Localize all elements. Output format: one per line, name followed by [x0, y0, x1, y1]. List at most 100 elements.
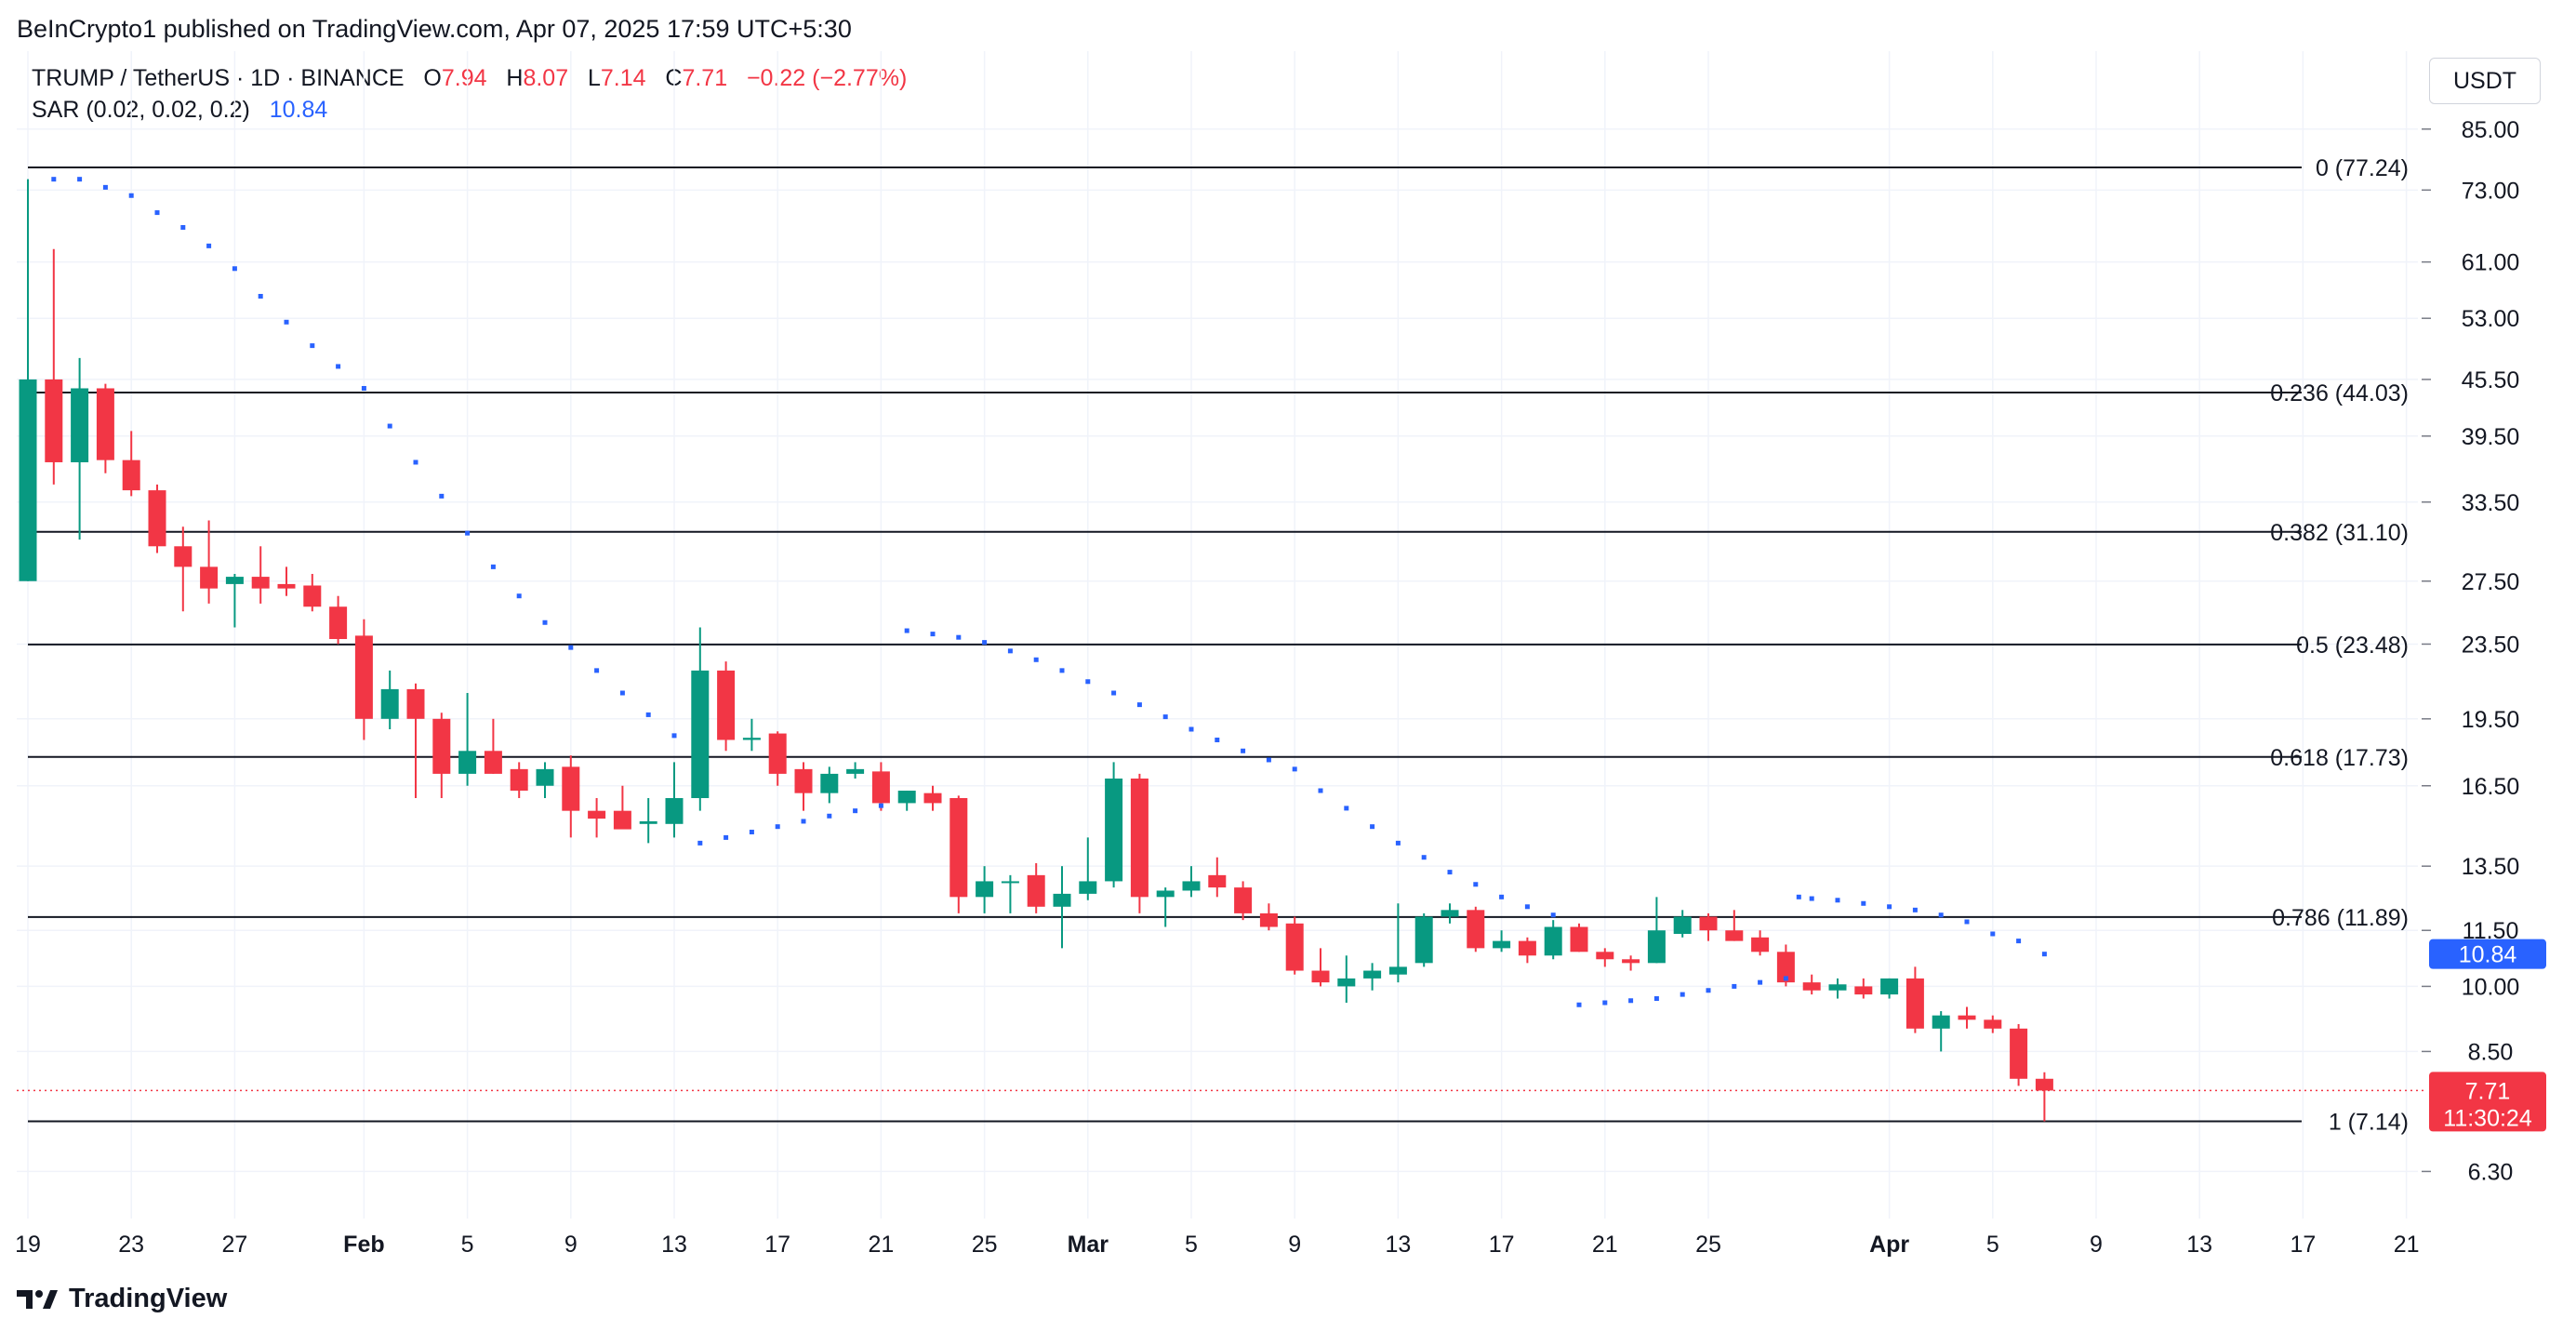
candle-body: [1311, 970, 1330, 983]
candle-body: [1105, 778, 1123, 882]
sar-dot: [310, 343, 315, 349]
candle-body: [225, 577, 244, 584]
candle-body: [1647, 930, 1666, 964]
sar-dot: [1680, 992, 1685, 997]
sar-dot: [1292, 766, 1297, 772]
candle-body: [380, 688, 399, 719]
candle-body: [1079, 881, 1097, 894]
high-value: 8.07: [523, 65, 569, 91]
candle-body: [277, 583, 296, 589]
x-axis-tick-label: 13: [2186, 1232, 2212, 1258]
tradingview-brand: TradingView: [69, 1284, 228, 1313]
candle-body: [432, 718, 451, 774]
candle-body: [1441, 910, 1459, 917]
candle-body: [1518, 940, 1536, 956]
x-axis-tick-label: 5: [461, 1232, 474, 1258]
sar-dot: [724, 834, 729, 840]
fib-level-label: 0.236 (44.03): [2270, 380, 2409, 406]
sar-dot: [154, 210, 160, 216]
candle-body: [1544, 926, 1562, 956]
y-axis-tick-label: 6.30: [2468, 1159, 2514, 1185]
sar-dot: [1550, 912, 1556, 918]
sar-dot: [1964, 919, 1970, 925]
candle-body: [691, 670, 710, 799]
candle-body: [536, 768, 554, 786]
candle-body: [820, 773, 839, 793]
axes: 85.00 73.00 61.00 53.00 45.50 39.50 33.50 27.50…: [15, 117, 2546, 1258]
fibonacci-levels: 0 (77.24) 0.236 (44.03) 0.382 (31.10) 0.5 (…: [28, 155, 2409, 1136]
sar-dot: [336, 364, 341, 369]
candle-body: [976, 881, 994, 898]
sar-dot: [904, 628, 910, 633]
low-value: 7.14: [600, 65, 646, 91]
sar-dot: [697, 840, 703, 846]
candle-body: [1699, 916, 1718, 931]
candle-body: [2010, 1028, 2028, 1079]
candle-body: [1182, 881, 1201, 891]
sar-dot: [671, 733, 677, 739]
candle-body: [329, 606, 348, 639]
candle-body: [1001, 881, 1019, 884]
sar-legend[interactable]: SAR (0.02, 0.02, 0.2) 10.84: [32, 97, 327, 124]
high-label: H: [506, 65, 524, 91]
sar-dot: [258, 293, 263, 299]
candle-body: [1570, 926, 1588, 952]
sar-dot: [413, 460, 418, 465]
candle-body: [1285, 923, 1304, 971]
sar-dot: [128, 193, 134, 198]
candle-body: [588, 810, 606, 819]
y-axis-tick-label: 16.50: [2462, 774, 2520, 800]
open-value: 7.94: [441, 65, 487, 91]
x-axis-tick-label: 9: [2090, 1232, 2103, 1258]
x-axis-tick-label: Apr: [1869, 1232, 1909, 1258]
sar-dot: [1215, 737, 1220, 742]
x-axis-tick-label: 21: [868, 1232, 894, 1258]
candle-body: [1259, 912, 1278, 927]
candle-body: [1854, 986, 1873, 995]
fib-level-label: 0.382 (31.10): [2270, 520, 2409, 546]
bar-countdown-label: 11:30:24: [2443, 1105, 2532, 1131]
candle-body: [846, 768, 865, 774]
sar-dot: [1111, 690, 1117, 696]
sar-dot: [51, 177, 57, 182]
candle-body: [1725, 930, 1744, 941]
sar-dots: [51, 177, 2047, 1007]
currency-button[interactable]: USDT: [2429, 58, 2541, 104]
sar-dot: [1835, 898, 1840, 903]
x-axis-tick-label: 19: [15, 1232, 41, 1258]
sar-dot: [1059, 668, 1065, 673]
candle-body: [484, 751, 502, 774]
sar-dot: [930, 632, 936, 637]
candle-body: [458, 751, 477, 774]
x-axis-tick-label: 27: [221, 1232, 247, 1258]
fib-level-label: 1 (7.14): [2329, 1110, 2409, 1136]
x-axis-tick-label: 21: [1592, 1232, 1618, 1258]
x-axis-tick-label: 21: [2394, 1232, 2420, 1258]
last-price-badge-label: 7.71: [2465, 1078, 2511, 1104]
symbol-name[interactable]: TRUMP / TetherUS · 1D · BINANCE: [32, 65, 405, 91]
candle-body: [1596, 952, 1614, 960]
candle-body: [1880, 978, 1899, 995]
sar-dot: [1861, 900, 1866, 906]
sar-price-badge: [2429, 939, 2546, 969]
candle-body: [1234, 887, 1253, 913]
x-axis-tick-label: 17: [2290, 1232, 2316, 1258]
y-axis-tick-label: 33.50: [2462, 490, 2520, 516]
low-label: L: [587, 65, 601, 91]
candle-body: [1932, 1015, 1950, 1029]
y-axis-tick-label: 10.00: [2462, 974, 2520, 1000]
y-axis-tick-label: 85.00: [2462, 117, 2520, 143]
candle-body: [794, 768, 813, 793]
sar-dot: [1758, 979, 1763, 985]
sar-dot: [956, 634, 962, 640]
sar-dot: [439, 493, 445, 499]
candle-body: [148, 490, 166, 547]
sar-dot: [1706, 988, 1711, 993]
candle-body: [1828, 984, 1847, 991]
candle-body: [1337, 978, 1356, 987]
sar-dot: [1887, 904, 1892, 910]
x-axis-tick-label: 5: [1185, 1232, 1198, 1258]
sar-dot: [1990, 931, 1996, 937]
candle-body: [251, 577, 270, 589]
